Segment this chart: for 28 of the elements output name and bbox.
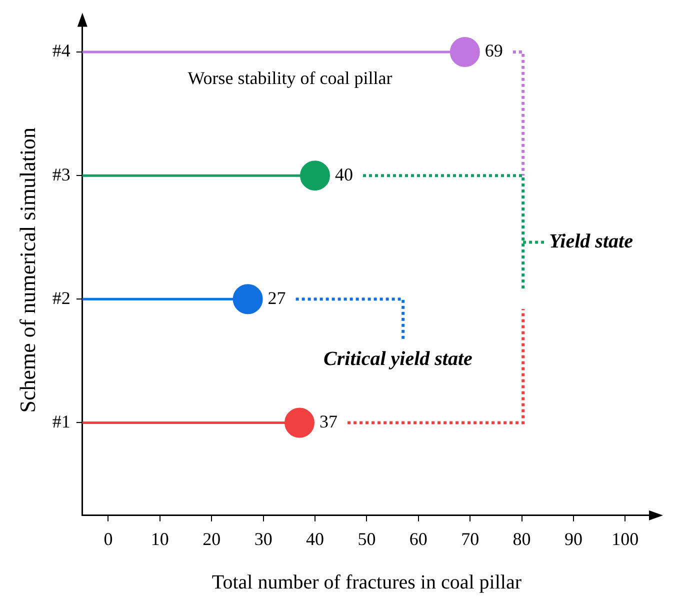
y-axis-title: Scheme of numerical simulation [14, 127, 40, 413]
y-tick-label: #4 [52, 40, 70, 61]
x-tick-label: 50 [358, 528, 376, 549]
data-label: 69 [484, 40, 503, 61]
data-label: 27 [268, 288, 286, 308]
x-tick-label: 70 [461, 528, 480, 549]
y-tick-label: #1 [52, 411, 70, 432]
x-axis-title: Total number of fractures in coal pillar [212, 571, 522, 594]
x-tick-label: 60 [409, 528, 428, 549]
point [300, 160, 330, 191]
annotation: Yield state [549, 230, 634, 252]
x-tick-label: 20 [202, 528, 221, 549]
x-tick-label: 40 [306, 528, 324, 549]
x-tick-label: 90 [564, 528, 582, 549]
y-tick-label: #2 [52, 288, 70, 308]
x-tick-label: 0 [104, 528, 113, 549]
point [450, 36, 480, 67]
point [284, 408, 314, 438]
x-tick-label: 10 [150, 528, 169, 549]
data-label: 37 [320, 411, 338, 432]
data-label: 40 [335, 164, 354, 184]
point [232, 284, 263, 314]
x-tick-label: 100 [612, 528, 639, 549]
annotation: Worse stability of coal pillar [188, 68, 392, 88]
x-tick-label: 80 [512, 528, 531, 549]
annotation: Critical yield state [324, 348, 473, 370]
x-tick-label: 30 [254, 528, 272, 549]
y-tick-label: #3 [52, 164, 70, 184]
